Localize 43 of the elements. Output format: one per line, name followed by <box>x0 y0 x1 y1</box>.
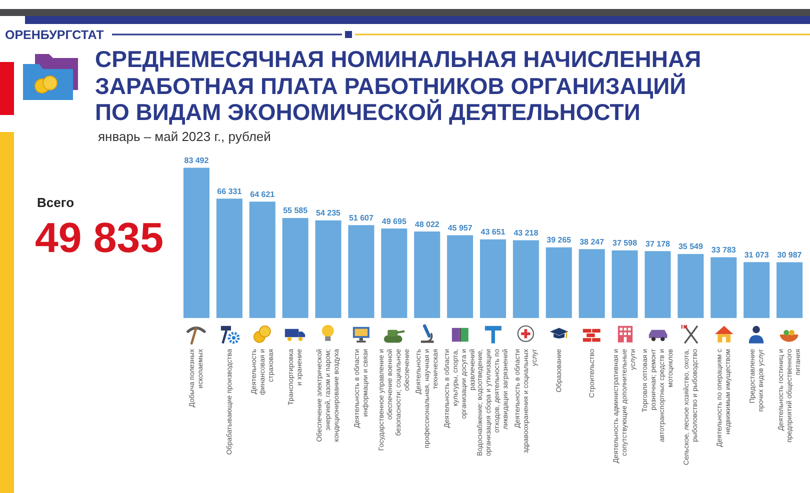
bar <box>414 232 440 318</box>
bar <box>512 240 539 318</box>
bar <box>578 249 605 318</box>
bar <box>447 235 474 318</box>
data-label: 49 695 <box>382 216 407 226</box>
bar <box>612 250 638 318</box>
bar <box>249 202 276 318</box>
text: 49 835 <box>35 214 164 262</box>
data-label: 54 235 <box>316 208 342 218</box>
data-label: 37 178 <box>646 239 671 248</box>
data-label: 55 585 <box>283 206 308 216</box>
bar <box>381 228 408 318</box>
data-label: 37 598 <box>612 238 638 248</box>
data-label: 45 957 <box>448 223 473 232</box>
bar <box>348 225 374 318</box>
data-label: 35 549 <box>678 242 704 252</box>
data-label: 30 987 <box>777 250 802 260</box>
bar <box>546 247 572 318</box>
bar <box>216 198 242 318</box>
chart-subtitle: январь – май 2023 г., рублей <box>98 129 271 144</box>
bar <box>776 262 803 318</box>
bar <box>282 218 308 318</box>
text: Всего <box>37 195 74 210</box>
data-label: 48 022 <box>414 220 440 229</box>
bar <box>710 257 737 318</box>
bar <box>480 239 506 318</box>
data-label: 39 265 <box>546 236 572 245</box>
data-label: 43 218 <box>514 228 539 238</box>
data-label: 64 621 <box>250 190 276 199</box>
data-label: 31 073 <box>744 250 770 260</box>
data-label: 38 247 <box>580 237 605 246</box>
text: ОРЕНБУРГСТАТ <box>5 28 104 42</box>
data-label: 83 492 <box>184 156 210 165</box>
bar <box>744 262 770 318</box>
data-label: 43 651 <box>480 228 506 237</box>
bar <box>183 168 210 318</box>
data-label: 33 783 <box>711 245 736 254</box>
bar <box>315 220 342 318</box>
data-label: 51 607 <box>348 213 374 222</box>
chart-title: СРЕДНЕМЕСЯЧНАЯ НОМИНАЛЬНАЯ НАЧИСЛЕННАЯ ЗАРАБОТНАЯ ПЛАТА РАБОТНИКОВ ОРГАНИЗАЦИЙ ПО ВИДАМ ЭКОНОМИЧЕСКОЙ ДЕЯТЕЛЬНОСТИ <box>95 46 702 126</box>
data-label: 66 331 <box>217 186 242 196</box>
bar <box>644 251 671 318</box>
bar <box>678 254 704 318</box>
